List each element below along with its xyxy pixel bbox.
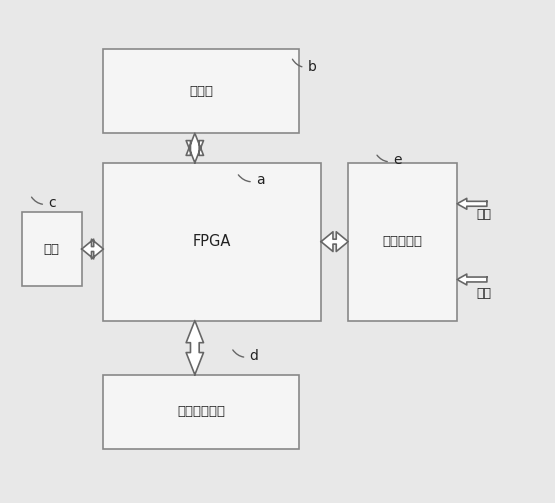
Text: 按键: 按键 [44, 242, 60, 256]
Text: 电流: 电流 [476, 287, 491, 300]
Polygon shape [82, 239, 103, 259]
Text: FPGA: FPGA [193, 234, 231, 249]
Text: a: a [238, 173, 264, 187]
Bar [103, 49, 299, 133]
Text: b: b [292, 59, 316, 73]
Polygon shape [321, 232, 348, 252]
Text: 数据通信模块: 数据通信模块 [178, 405, 225, 418]
Text: 信号发生器: 信号发生器 [382, 235, 422, 248]
Bar [22, 212, 82, 286]
Text: 液晶屏: 液晶屏 [189, 85, 213, 98]
Bar [103, 163, 321, 320]
Polygon shape [457, 198, 487, 209]
Text: e: e [377, 153, 401, 167]
Polygon shape [186, 320, 204, 375]
Bar [348, 163, 457, 320]
Polygon shape [457, 274, 487, 285]
Text: d: d [233, 349, 258, 363]
Bar [103, 375, 299, 449]
Polygon shape [186, 133, 204, 163]
Text: 脉冲: 脉冲 [476, 208, 491, 221]
Text: c: c [32, 196, 56, 210]
